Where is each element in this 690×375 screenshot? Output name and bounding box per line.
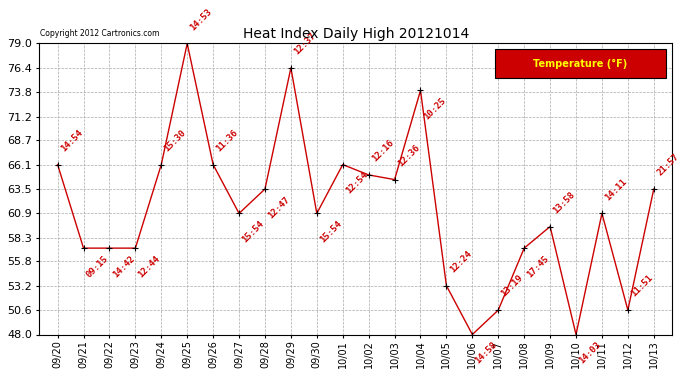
Title: Heat Index Daily High 20121014: Heat Index Daily High 20121014 [243,27,469,41]
Text: 09:15: 09:15 [85,254,110,279]
Text: 12:44: 12:44 [137,254,162,279]
Text: 12:16: 12:16 [370,138,395,164]
Text: 14:42: 14:42 [110,254,136,279]
Text: 14:53: 14:53 [188,7,214,32]
Text: 14:03: 14:03 [578,340,602,366]
Text: 12:36: 12:36 [396,143,421,168]
Text: 14:11: 14:11 [603,177,629,202]
Text: 13:58: 13:58 [551,190,577,215]
Text: 10:25: 10:25 [422,96,447,122]
Text: 14:54: 14:54 [59,128,84,153]
Text: 12:37: 12:37 [292,31,317,57]
Text: 15:54: 15:54 [318,219,344,245]
Text: 12:47: 12:47 [266,195,292,220]
Text: 12:24: 12:24 [448,249,473,274]
Text: 12:54: 12:54 [344,170,369,196]
Text: 15:30: 15:30 [163,128,188,153]
FancyBboxPatch shape [495,49,666,78]
Text: 11:51: 11:51 [629,273,655,299]
Text: 11:36: 11:36 [215,128,240,153]
Text: 14:58: 14:58 [473,340,499,366]
Text: 15:54: 15:54 [240,219,266,245]
Text: Copyright 2012 Cartronics.com: Copyright 2012 Cartronics.com [40,28,159,38]
Text: Temperature (°F): Temperature (°F) [533,59,627,69]
Text: 21:57: 21:57 [655,152,680,178]
Text: 13:19: 13:19 [500,273,525,299]
Text: 17:45: 17:45 [526,254,551,279]
